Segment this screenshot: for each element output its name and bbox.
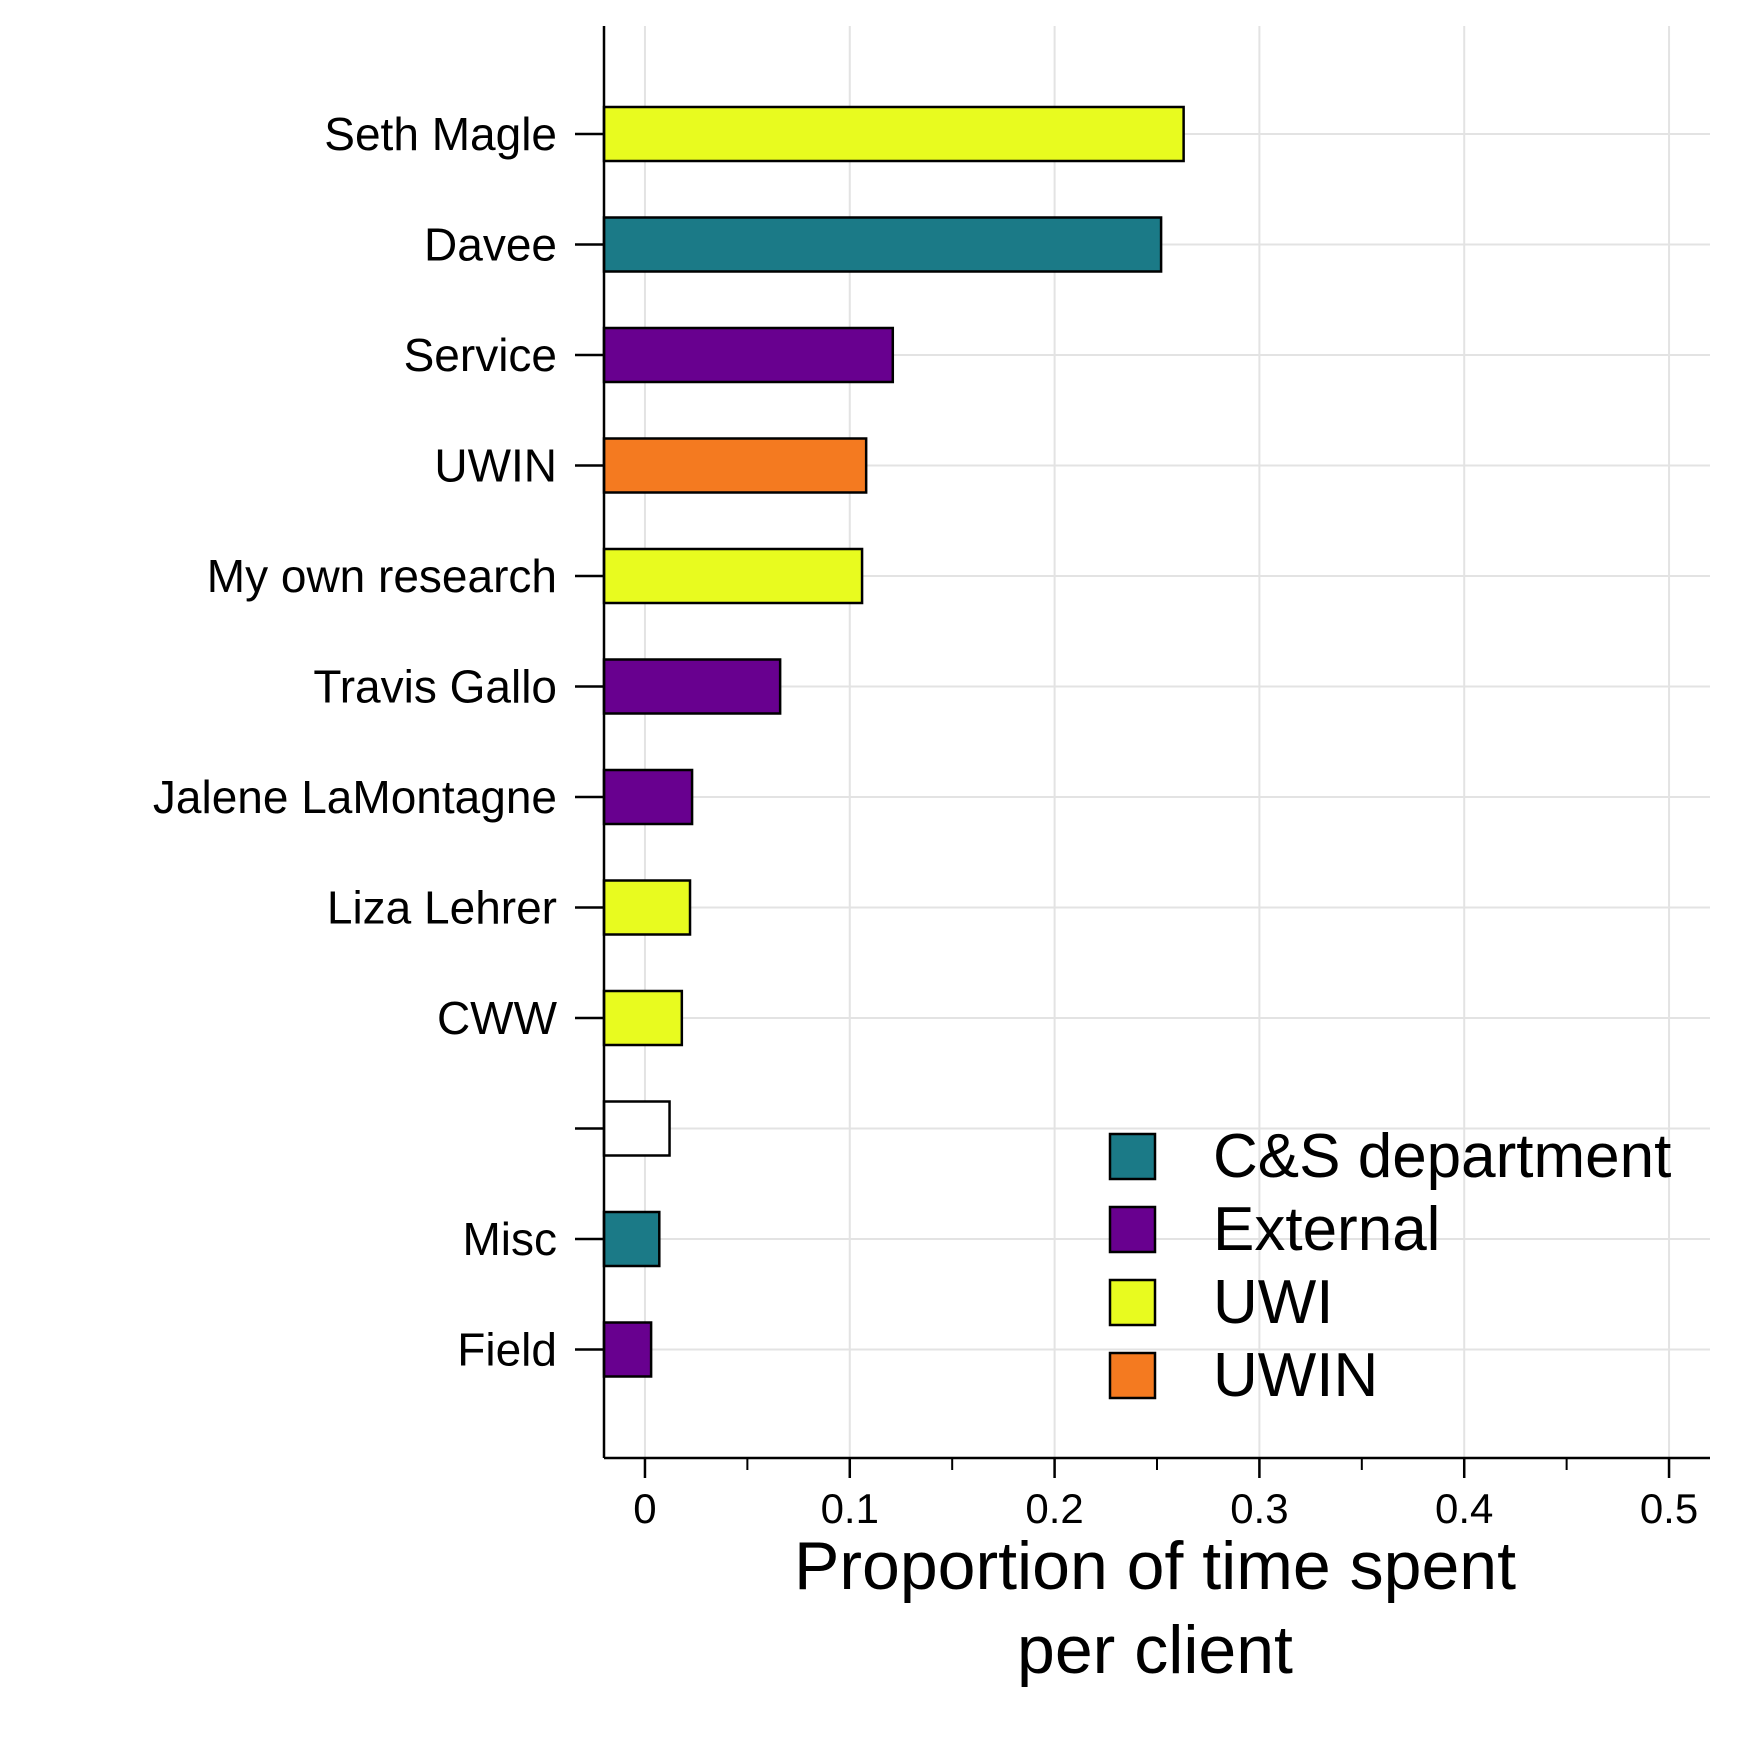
category-label: Field bbox=[457, 1324, 557, 1376]
x-tick-label: 0.3 bbox=[1230, 1485, 1288, 1532]
category-label: Liza Lehrer bbox=[327, 882, 557, 934]
category-label: My own research bbox=[207, 550, 557, 602]
bar bbox=[602, 989, 684, 1047]
bar bbox=[602, 1321, 653, 1378]
bar bbox=[602, 326, 895, 384]
legend-swatch bbox=[1108, 1278, 1157, 1327]
category-label: Jalene LaMontagne bbox=[153, 771, 557, 823]
bars bbox=[602, 105, 1185, 1378]
bar bbox=[602, 547, 864, 605]
x-tick-label: 0.5 bbox=[1640, 1485, 1698, 1532]
x-axis-title-line: Proportion of time spent bbox=[794, 1528, 1516, 1604]
x-tick-label: 0.2 bbox=[1025, 1485, 1083, 1532]
category-labels: Seth Magle Davee Service UWIN My own researc… bbox=[153, 108, 558, 1376]
category-label: Service bbox=[404, 329, 557, 381]
legend-label: UWIN bbox=[1213, 1341, 1378, 1410]
category-label: CWW bbox=[437, 992, 558, 1044]
category-label: Davee bbox=[424, 219, 557, 271]
bar bbox=[602, 1100, 671, 1157]
bar bbox=[602, 105, 1185, 163]
x-tick-label: 0.1 bbox=[821, 1485, 879, 1532]
bar bbox=[602, 437, 868, 494]
x-tick-label: 0.4 bbox=[1435, 1485, 1493, 1532]
legend-swatch bbox=[1108, 1351, 1157, 1400]
legend-label: C&S department bbox=[1213, 1122, 1671, 1191]
axes bbox=[575, 26, 1710, 1478]
category-label: Travis Gallo bbox=[313, 661, 557, 713]
legend-label: UWI bbox=[1213, 1268, 1334, 1337]
x-axis-title: Proportion of time spent per client bbox=[794, 1528, 1516, 1688]
bar bbox=[602, 216, 1163, 273]
bar bbox=[602, 1210, 661, 1268]
category-label: Seth Magle bbox=[324, 108, 557, 160]
category-label: Misc bbox=[462, 1213, 557, 1265]
legend-label: External bbox=[1213, 1195, 1440, 1264]
x-tick-label: 0 bbox=[633, 1485, 656, 1532]
x-tick-labels: 0 0.1 0.2 0.3 0.4 0.5 bbox=[633, 1485, 1698, 1532]
legend-swatch bbox=[1108, 1132, 1157, 1181]
legend-swatch bbox=[1108, 1205, 1157, 1254]
x-axis-title-line: per client bbox=[1017, 1612, 1293, 1688]
category-label: UWIN bbox=[434, 440, 557, 492]
bar bbox=[602, 879, 692, 936]
bar bbox=[602, 768, 694, 826]
bar bbox=[602, 658, 782, 715]
